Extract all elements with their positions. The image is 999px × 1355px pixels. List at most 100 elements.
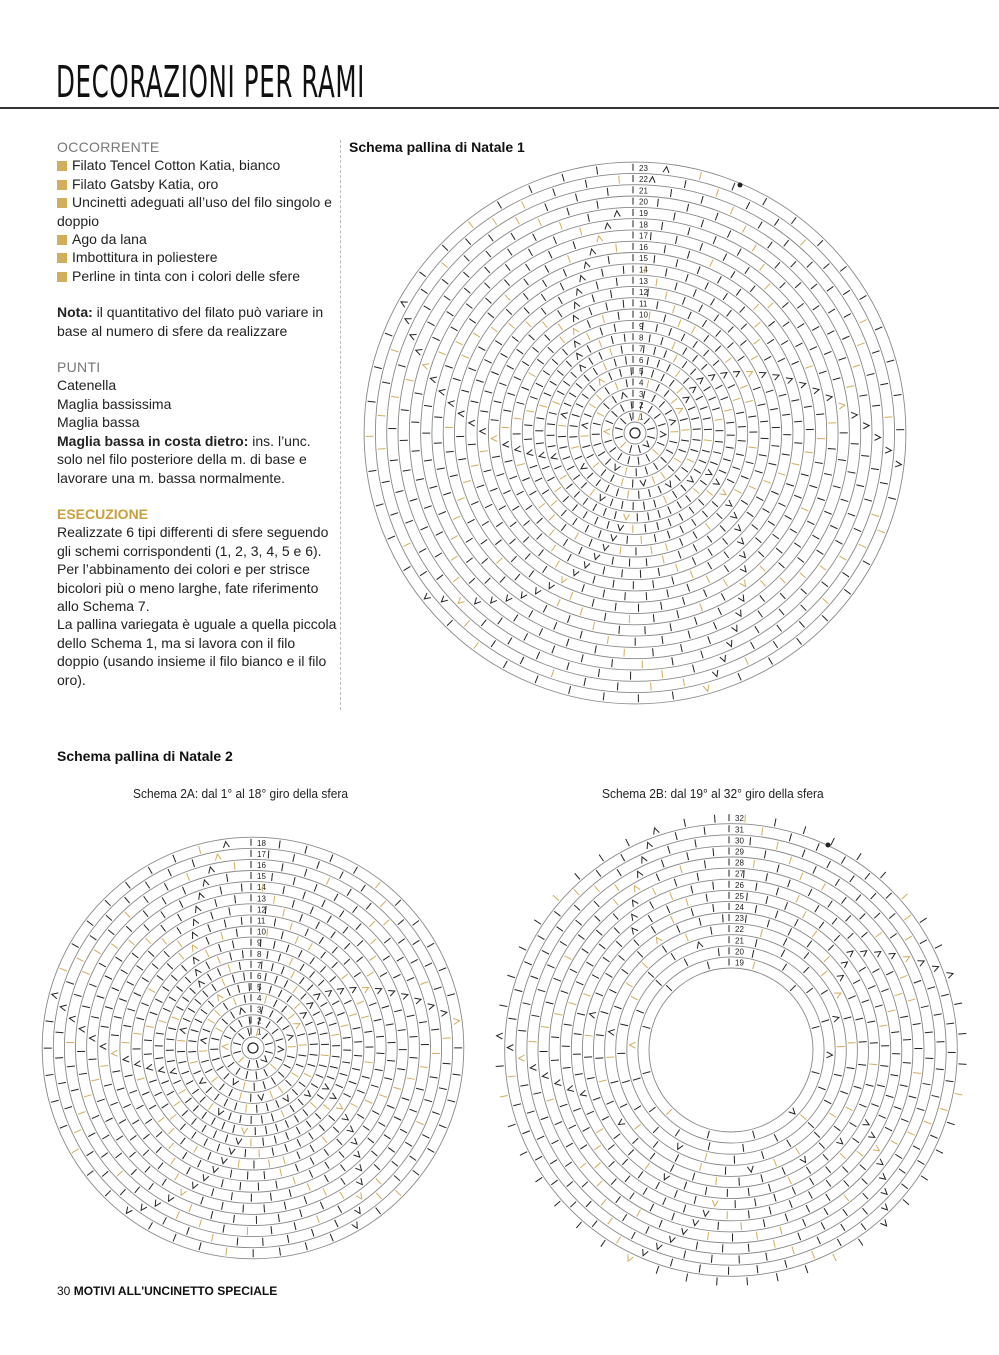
stitch-mark xyxy=(126,981,135,986)
stitch-mark xyxy=(542,279,548,288)
stitch-mark xyxy=(682,678,686,687)
round-number: 18 xyxy=(639,220,648,229)
stitch-mark xyxy=(805,365,813,369)
stitch-mark xyxy=(698,498,705,506)
stitch-mark xyxy=(614,435,623,439)
increase-mark xyxy=(675,407,684,415)
stitch-mark xyxy=(248,1016,251,1025)
stitch-mark xyxy=(855,1017,864,1021)
stitch-mark xyxy=(781,963,788,971)
stitch-mark xyxy=(273,1135,277,1144)
stitch-mark xyxy=(414,392,423,395)
stitch-mark xyxy=(852,1137,860,1144)
stitch-mark xyxy=(467,518,475,524)
increase-mark xyxy=(351,1221,358,1230)
stitch-mark xyxy=(616,869,622,877)
stitch-mark xyxy=(211,1037,220,1041)
stitch-mark xyxy=(908,1095,917,1099)
stitch-mark xyxy=(579,630,583,639)
stitch-mark xyxy=(334,1219,339,1228)
stitch-mark xyxy=(282,908,286,917)
stitch-mark xyxy=(520,1084,529,1087)
stitch-mark xyxy=(445,450,454,453)
stitch-mark xyxy=(661,945,668,953)
stitch-mark xyxy=(704,1152,708,1161)
stitch-mark xyxy=(155,1057,164,1060)
stitch-mark xyxy=(699,1162,703,1171)
round-number: 18 xyxy=(257,839,266,848)
increase-mark xyxy=(836,974,845,982)
stitch-mark xyxy=(856,484,865,488)
stitch-mark xyxy=(656,359,661,368)
increase-mark xyxy=(702,1209,710,1218)
stitch-mark xyxy=(907,1131,915,1136)
stitch-mark xyxy=(615,488,620,497)
stitch-mark xyxy=(614,602,617,611)
round-number: 13 xyxy=(257,894,266,903)
round-number: 14 xyxy=(257,883,266,892)
increase-mark xyxy=(354,1206,361,1215)
increase-mark xyxy=(850,411,859,419)
stitch-mark xyxy=(595,1128,604,1134)
stitch-mark xyxy=(566,465,575,471)
round-number: 1 xyxy=(257,1027,262,1036)
stitch-mark xyxy=(379,972,388,977)
stitch-mark xyxy=(595,929,603,936)
stitch-mark xyxy=(198,1219,202,1228)
stitch-mark xyxy=(245,1070,249,1079)
stitch-mark xyxy=(310,1083,319,1089)
stitch-mark xyxy=(550,1179,558,1186)
stitch-mark xyxy=(490,640,496,648)
increase-mark xyxy=(241,1127,249,1135)
stitch-mark xyxy=(564,955,572,961)
stitch-mark xyxy=(292,1176,296,1185)
stitch-mark xyxy=(694,839,697,848)
round-circle xyxy=(208,1003,298,1093)
stitch-mark xyxy=(594,885,600,893)
stitch-mark xyxy=(775,887,779,896)
stitch-mark xyxy=(707,548,713,556)
stitch-mark xyxy=(507,637,513,645)
stitch-mark xyxy=(360,884,366,892)
stitch-mark xyxy=(571,413,580,418)
stitch-mark xyxy=(634,1123,642,1130)
stitch-mark xyxy=(193,1070,201,1075)
stitch-mark xyxy=(303,1196,308,1205)
stitch-mark xyxy=(660,859,665,868)
stitch-mark xyxy=(292,985,298,994)
stitch-mark xyxy=(667,518,672,527)
stitch-mark xyxy=(391,395,400,399)
stitch-mark xyxy=(807,888,813,897)
stitch-mark xyxy=(781,453,790,456)
increase-mark xyxy=(888,952,897,960)
stitch-item-special: Maglia bassa in costa dietro: ins. l’unc… xyxy=(57,432,311,486)
stitch-mark xyxy=(271,1028,279,1035)
stitch-mark xyxy=(490,419,499,421)
stitch-mark xyxy=(496,557,503,564)
stitch-mark xyxy=(749,837,752,846)
stitch-mark xyxy=(382,381,391,385)
stitch-mark xyxy=(575,382,583,389)
stitch-mark xyxy=(693,487,700,495)
stitch-mark xyxy=(238,1019,243,1028)
stitch-mark xyxy=(606,635,609,645)
stitch-mark xyxy=(340,1164,346,1172)
increase-mark xyxy=(576,352,583,361)
stitch-mark xyxy=(954,1002,963,1006)
stitch-mark xyxy=(775,547,783,554)
stitch-mark xyxy=(277,1085,284,1094)
stitch-mark xyxy=(275,1038,284,1042)
increase-mark xyxy=(840,961,849,969)
stitch-mark xyxy=(699,603,703,611)
stitch-mark xyxy=(513,417,522,420)
stitch-mark xyxy=(586,345,592,353)
stitch-mark xyxy=(778,393,787,397)
stitch-mark xyxy=(481,520,490,526)
stitch-mark xyxy=(683,958,689,966)
stitch-mark xyxy=(622,1213,628,1222)
stitch-mark xyxy=(233,1050,242,1054)
stitch-mark xyxy=(530,975,539,980)
stitch-mark xyxy=(642,344,645,354)
stitch-mark xyxy=(489,487,498,492)
stitch-mark xyxy=(680,484,687,492)
